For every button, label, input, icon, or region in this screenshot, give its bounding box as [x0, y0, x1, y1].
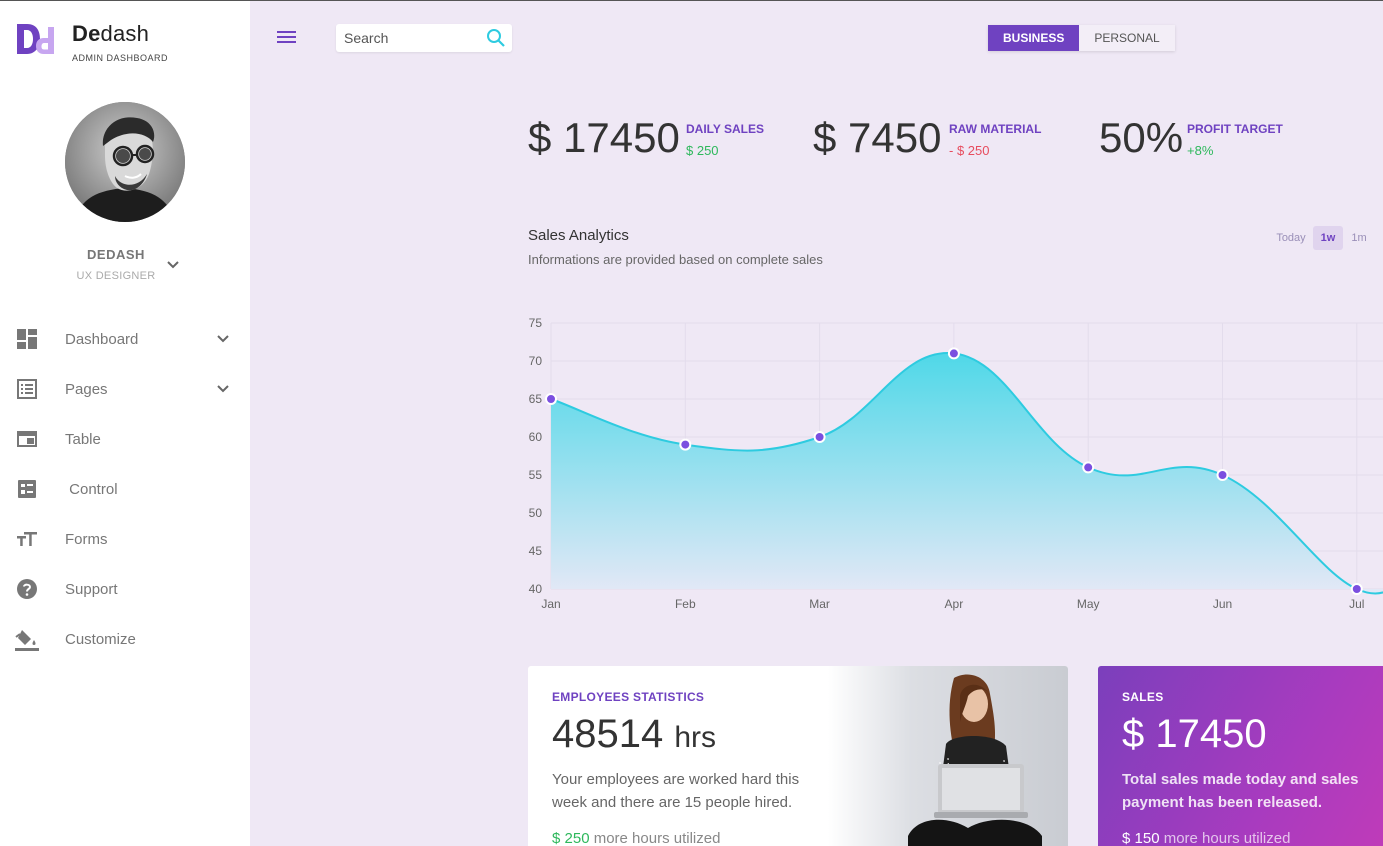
daily-sales-delta: $ 250: [686, 143, 719, 158]
x-tick-label: May: [1077, 597, 1100, 611]
card-description: Your employees are worked hard this week…: [552, 771, 800, 811]
y-tick-label: 55: [529, 468, 543, 482]
chart-data-point-jun[interactable]: [1216, 469, 1229, 481]
daily-sales-value: $ 17450: [528, 114, 680, 161]
sidebar-item-forms[interactable]: Forms: [0, 514, 250, 564]
control-icon: [16, 478, 38, 500]
pages-list-icon: [16, 378, 38, 400]
sidebar-item-pages[interactable]: Pages: [0, 364, 250, 414]
chart-data-point-may[interactable]: [1082, 461, 1095, 474]
y-tick-label: 70: [529, 354, 543, 368]
chart-data-point-jan[interactable]: [545, 393, 557, 405]
profit-target-value: 50%: [1099, 114, 1184, 161]
y-tick-label: 50: [529, 506, 543, 520]
x-tick-label: Feb: [675, 597, 696, 611]
profile-menu-chevron-down-icon[interactable]: [164, 258, 182, 272]
help-circle-icon: [16, 578, 38, 600]
toggle-personal-button[interactable]: PERSONAL: [1079, 25, 1175, 51]
search-input[interactable]: [344, 28, 480, 48]
sidebar: Dedash ADMIN DASHBOARD DEDASH UX D: [0, 1, 250, 846]
chart-line: [550, 352, 1383, 595]
card-label: SALES: [1122, 690, 1164, 704]
sidebar-item-support[interactable]: Support: [0, 564, 250, 614]
menu-hamburger-icon[interactable]: [276, 28, 298, 46]
range-1m-tab[interactable]: 1m: [1351, 232, 1367, 244]
raw-material-label: RAW MATERIAL: [949, 122, 1042, 136]
y-tick-label: 40: [529, 582, 543, 596]
x-tick-label: Apr: [945, 597, 964, 611]
window-top-border: [0, 0, 1383, 1]
chevron-down-icon: [214, 382, 232, 396]
mode-toggle: BUSINESS PERSONAL: [988, 25, 1175, 51]
sidebar-item-label: Forms: [65, 530, 108, 548]
brand[interactable]: Dedash ADMIN DASHBOARD: [16, 19, 168, 63]
chart-data-point-mar[interactable]: [813, 431, 826, 443]
sales-card[interactable]: SALES $ 17450 Total sales made today and…: [1098, 666, 1383, 846]
chart-data-point-feb[interactable]: [679, 438, 692, 451]
chevron-down-icon: [214, 332, 232, 346]
x-tick-label: Jun: [1213, 597, 1232, 611]
card-footer: $ 150 more hours utilized: [1122, 830, 1291, 846]
y-tick-label: 65: [529, 392, 543, 406]
profile-name: DEDASH: [87, 247, 145, 262]
chart-subtitle: Informations are provided based on compl…: [528, 252, 823, 267]
sidebar-item-dashboard[interactable]: Dashboard: [0, 314, 250, 364]
sidebar-item-label: Support: [65, 580, 118, 598]
sidebar-item-control[interactable]: Control: [0, 464, 250, 514]
y-tick-label: 45: [529, 544, 543, 558]
range-1w-tab[interactable]: 1w: [1313, 226, 1343, 250]
brand-logo-icon: [16, 19, 56, 59]
sidebar-item-label: Pages: [65, 380, 108, 398]
sidebar-item-label: Table: [65, 430, 101, 448]
sidebar-item-label: Control: [65, 480, 118, 498]
chart-area-fill: [551, 353, 1383, 594]
brand-subtitle: ADMIN DASHBOARD: [72, 53, 169, 63]
woman-with-laptop-illustration: [828, 666, 1068, 846]
profit-target-delta: +8%: [1187, 143, 1214, 158]
search-icon[interactable]: [486, 28, 506, 48]
dashboard-icon: [16, 328, 38, 350]
x-tick-label: Mar: [809, 597, 830, 611]
toggle-business-button[interactable]: BUSINESS: [988, 25, 1080, 51]
x-tick-label: Jul: [1349, 597, 1364, 611]
sidebar-item-label: Customize: [65, 630, 136, 648]
y-tick-label: 60: [529, 430, 543, 444]
chart-data-point-jul[interactable]: [1350, 583, 1363, 595]
employees-statistics-card[interactable]: EMPLOYEES STATISTICS 48514 hrs Your empl…: [528, 666, 1068, 846]
chart-title: Sales Analytics: [528, 227, 629, 244]
table-icon: [16, 428, 38, 450]
sidebar-item-table[interactable]: Table: [0, 414, 250, 464]
brand-name: Dedash: [72, 21, 150, 46]
sales-value: $ 17450: [1122, 712, 1267, 756]
profile-role: UX DESIGNER: [76, 270, 156, 282]
card-description: Total sales made today and sales payment…: [1122, 771, 1359, 811]
paint-bucket-icon: [14, 628, 40, 651]
card-label: EMPLOYEES STATISTICS: [552, 690, 705, 704]
y-tick-label: 75: [529, 316, 543, 330]
sidebar-item-customize[interactable]: Customize: [0, 614, 250, 664]
search-box: [336, 24, 512, 52]
sales-analytics-chart: 40 45 50 55 60 65 70 75 Jan Feb Mar Apr May Jun Jul: [529, 316, 1383, 611]
raw-material-value: $ 7450: [813, 114, 942, 161]
sidebar-item-label: Dashboard: [65, 330, 139, 348]
forms-text-icon: [16, 528, 38, 550]
raw-material-delta: - $ 250: [949, 143, 990, 158]
sidebar-nav: Dashboard Pages Table Control: [0, 314, 250, 664]
profit-target-label: PROFIT TARGET: [1187, 122, 1283, 136]
chart-data-point-apr[interactable]: [947, 347, 960, 360]
employees-hours-value: 48514 hrs: [552, 712, 717, 756]
daily-sales-label: DAILY SALES: [686, 122, 765, 136]
avatar[interactable]: [65, 102, 185, 222]
range-today-tab[interactable]: Today: [1276, 232, 1306, 244]
card-footer: $ 250 more hours utilized: [552, 830, 721, 846]
x-tick-label: Jan: [541, 597, 560, 611]
